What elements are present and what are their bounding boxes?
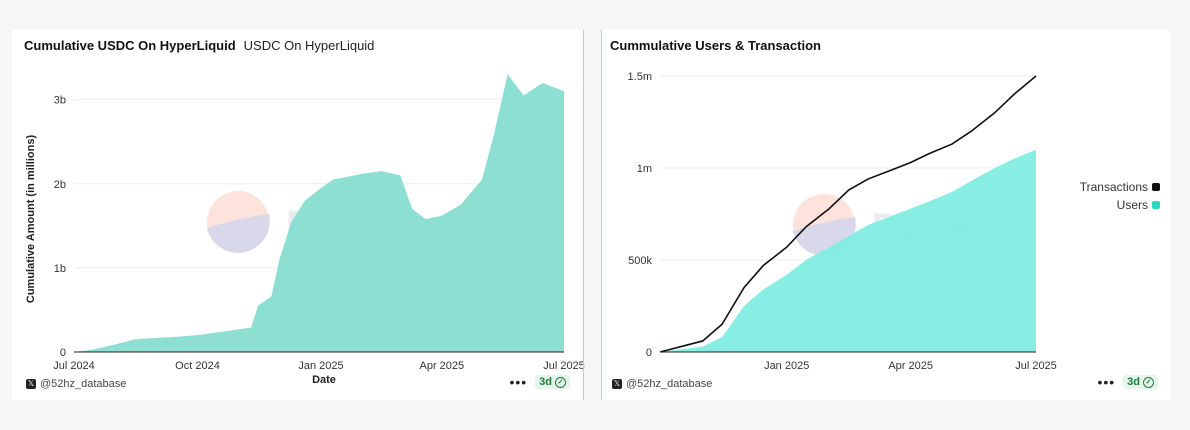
y-tick-label: 2b <box>54 179 66 191</box>
refresh-badge[interactable]: 3d ✓ <box>1123 375 1158 389</box>
footer-author[interactable]: 𝕏 @52hz_database <box>612 378 712 390</box>
footer-actions: ••• 3d ✓ <box>509 374 570 390</box>
x-tick-label: Jan 2025 <box>764 360 809 372</box>
chart-subtitle: USDC On HyperLiquid <box>243 38 375 53</box>
transactions-line-series <box>659 75 1037 353</box>
watermark-logo-icon <box>207 214 270 253</box>
y-tick-label: 1b <box>54 263 66 275</box>
author-handle: @52hz_database <box>40 378 127 390</box>
more-options-button[interactable]: ••• <box>509 374 528 390</box>
refresh-badge-label: 3d <box>1127 376 1140 388</box>
chart-title: Cummulative Users & Transaction <box>610 38 821 53</box>
x-tick-label: Jan 2025 <box>298 360 343 372</box>
x-axis-title: Date <box>312 374 336 386</box>
legend-transactions[interactable]: Transactions <box>1080 180 1160 194</box>
y-tick-label: 1.5m <box>628 71 652 83</box>
legend-swatch <box>1152 183 1160 191</box>
panel-divider <box>601 30 602 400</box>
chart-title: Cumulative USDC On HyperLiquid USDC On Hy… <box>24 38 375 53</box>
more-options-button[interactable]: ••• <box>1097 374 1116 390</box>
y-tick-label: 0 <box>60 347 66 359</box>
y-tick-label: 3b <box>54 95 66 107</box>
users-area-series <box>660 149 1036 352</box>
usdc-chart-panel: Cumulative USDC On HyperLiquid USDC On Hy… <box>12 30 585 400</box>
legend-label: Transactions <box>1079 180 1148 194</box>
usdc-area-series <box>74 74 564 352</box>
refresh-badge[interactable]: 3d ✓ <box>535 375 570 389</box>
x-tick-label: Apr 2025 <box>888 360 933 372</box>
legend-swatch <box>1152 201 1160 209</box>
footer-actions: ••• 3d ✓ <box>1097 374 1158 390</box>
y-tick-label: 0 <box>646 347 652 359</box>
panel-divider <box>583 30 584 400</box>
x-logo-icon: 𝕏 <box>26 379 36 389</box>
x-tick-label: Jul 2024 <box>53 360 95 372</box>
check-icon: ✓ <box>1143 376 1154 388</box>
x-tick-label: Apr 2025 <box>420 360 465 372</box>
legend-users[interactable]: Users <box>1117 198 1160 212</box>
x-tick-label: Oct 2024 <box>175 360 220 372</box>
users-tx-chart-panel: Cummulative Users & Transaction 0 500k 1m 1… <box>602 30 1170 400</box>
refresh-badge-label: 3d <box>539 376 552 388</box>
y-axis-title: Cumulative Amount (in millions) <box>25 135 37 304</box>
y-tick-label: 500k <box>628 255 652 267</box>
y-tick-label: 1m <box>637 163 652 175</box>
legend-label: Users <box>1116 198 1148 212</box>
footer-author[interactable]: 𝕏 @52hz_database <box>26 378 126 390</box>
check-icon: ✓ <box>555 376 566 388</box>
x-tick-label: Jul 2025 <box>543 360 585 372</box>
x-tick-label: Jul 2025 <box>1015 360 1057 372</box>
x-logo-icon: 𝕏 <box>612 379 622 389</box>
author-handle: @52hz_database <box>626 378 713 390</box>
